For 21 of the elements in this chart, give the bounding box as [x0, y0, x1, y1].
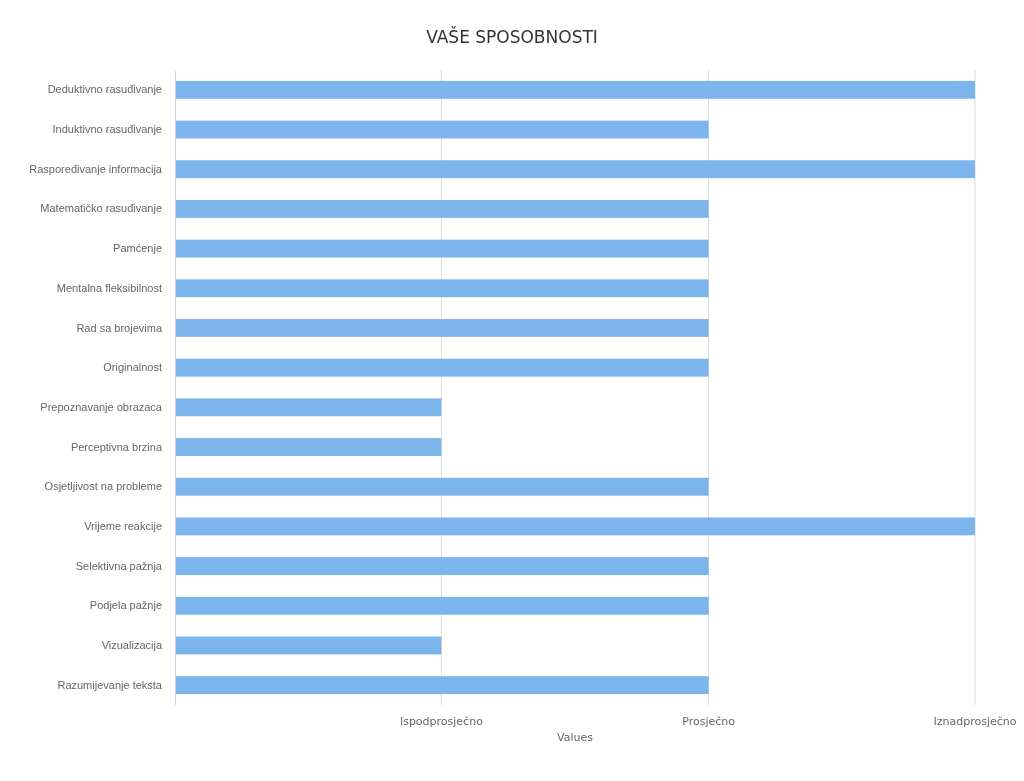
ref-line-label: Prosječno: [682, 715, 736, 728]
y-tick-label: Originalnost: [103, 361, 162, 374]
y-tick-label: Pamćenje: [113, 242, 162, 255]
y-tick-label: Perceptivna brzina: [70, 440, 163, 453]
y-tick-label: Osjetljivost na probleme: [44, 480, 162, 493]
y-tick-label: Selektivna pažnja: [75, 559, 163, 572]
y-tick-label: Rad sa brojevima: [76, 321, 163, 334]
y-tick-label: Prepoznavanje obrazaca: [40, 400, 163, 413]
y-tick-label: Raspoređivanje informacija: [29, 162, 163, 175]
y-tick-label: Deduktivno rasuđivanje: [47, 83, 162, 96]
ref-line-label: Ispodprosječno: [399, 715, 484, 728]
y-tick-label: Podjela pažnje: [89, 599, 162, 612]
chart-title: VAŠE SPOSOBNOSTI: [426, 26, 598, 47]
y-tick-label: Vrijeme reakcije: [84, 519, 162, 532]
y-tick-label: Mentalna fleksibilnost: [56, 281, 162, 294]
x-axis-title: Values: [557, 731, 594, 744]
ref-line-label: Iznadprosječno: [933, 715, 1017, 728]
y-tick-label: Matematičko rasuđivanje: [40, 202, 162, 215]
y-tick-label: Razumijevanje teksta: [57, 678, 163, 691]
y-tick-label: Induktivno rasuđivanje: [52, 123, 162, 136]
y-tick-label: Vizualizacija: [101, 638, 163, 651]
